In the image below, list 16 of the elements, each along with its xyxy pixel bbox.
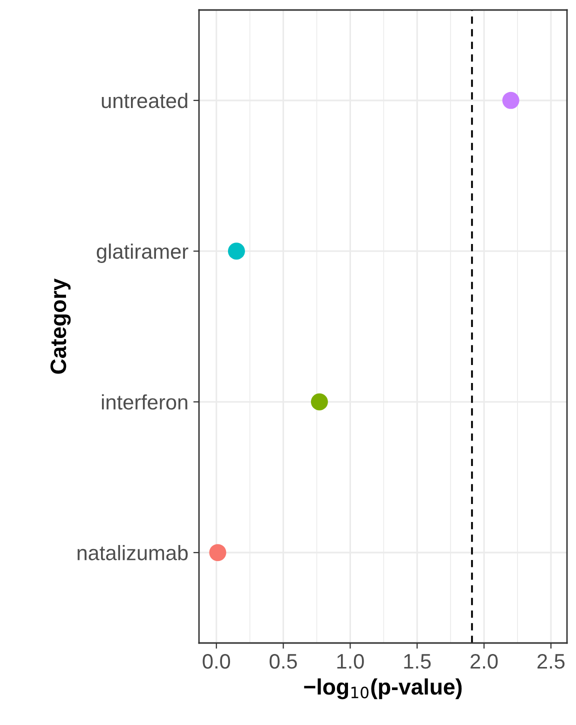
point [228, 242, 245, 260]
x-tick-label: 1.5 [404, 654, 431, 669]
point [209, 544, 226, 562]
y-tick-label: natalizumab [78, 545, 188, 560]
y-tick-label: untreated [102, 92, 188, 108]
point [310, 393, 328, 410]
y-tick-label: glatiramer [96, 244, 188, 264]
x-tick-label: 2.0 [470, 654, 498, 669]
y-axis-title: Category [50, 278, 71, 374]
point [502, 92, 520, 109]
y-tick-label: interferon [102, 394, 188, 410]
x-tick-label: 0.5 [270, 654, 297, 669]
x-tick-label: 0.0 [202, 654, 230, 669]
x-tick-label: 2.5 [538, 654, 565, 669]
x-axis-title: −log$_{10}$(p-value) [304, 678, 462, 700]
x-tick-label: 1.0 [337, 654, 364, 669]
